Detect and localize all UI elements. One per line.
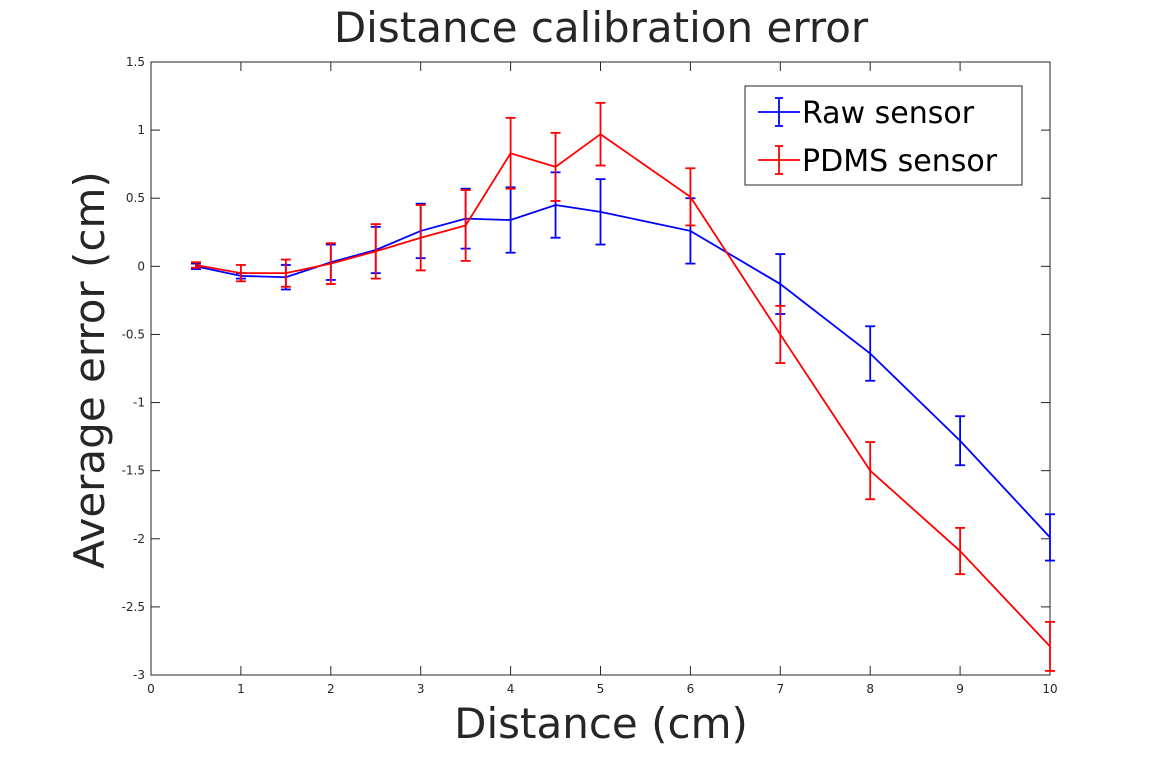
legend-box: [744, 85, 1023, 186]
error-bar: [1045, 513, 1055, 562]
x-tick-label: 9: [956, 682, 964, 696]
error-bar: [505, 116, 516, 190]
legend-label: Raw sensor: [802, 96, 975, 131]
legend-item: PDMS sensor: [758, 144, 998, 179]
error-bar: [955, 415, 966, 467]
series-layer: [190, 101, 1055, 672]
error-bar: [325, 242, 336, 285]
x-tick-label: 3: [417, 682, 425, 696]
error-bar: [955, 526, 966, 576]
y-axis-ticks: 1.5 1 0.5 0 -0.5 -1 -1.5 -2 -2.5 -3: [122, 55, 1050, 682]
y-tick-label: -2.5: [122, 600, 145, 614]
error-bar: [460, 189, 471, 262]
legend-label: PDMS sensor: [802, 144, 998, 179]
y-tick-label: -1.5: [122, 464, 145, 478]
y-tick-label: 1: [137, 123, 145, 137]
legend: Raw sensor PDMS sensor: [744, 85, 1023, 186]
x-axis-ticks: 0 1 2 3 4 5 6 7 8 9 10: [147, 62, 1058, 696]
error-bar: [595, 101, 606, 167]
y-tick-label: -3: [133, 668, 145, 682]
y-tick-label: -0.5: [122, 327, 145, 341]
x-tick-label: 4: [507, 682, 515, 696]
x-tick-label: 7: [776, 682, 784, 696]
error-bar: [370, 223, 381, 280]
error-bar: [280, 258, 291, 288]
x-tick-label: 5: [597, 682, 605, 696]
legend-items: Raw sensor PDMS sensor: [758, 96, 998, 179]
error-bar: [865, 325, 876, 382]
x-tick-label: 10: [1042, 682, 1057, 696]
error-bar: [1045, 620, 1055, 672]
y-tick-label: -1: [133, 396, 145, 410]
error-bar: [595, 178, 606, 246]
error-bar: [190, 261, 201, 269]
x-tick-label: 2: [327, 682, 335, 696]
x-tick-label: 0: [147, 682, 155, 696]
error-bar: [685, 167, 696, 227]
error-bar: [775, 304, 786, 364]
error-bar: [550, 131, 561, 202]
x-tick-label: 8: [866, 682, 874, 696]
x-tick-label: 6: [687, 682, 695, 696]
y-tick-label: 1.5: [126, 55, 145, 69]
legend-item: Raw sensor: [758, 96, 975, 131]
error-bar: [415, 204, 426, 272]
y-tick-label: 0: [137, 259, 145, 273]
series-pdms-sensor: [190, 101, 1055, 672]
y-tick-label: 0.5: [126, 191, 145, 205]
chart-title: Distance calibration error: [334, 3, 869, 52]
y-axis-label: Average error (cm): [65, 171, 114, 569]
x-axis-label: Distance (cm): [454, 699, 748, 748]
x-tick-label: 1: [237, 682, 245, 696]
error-bar: [865, 441, 876, 501]
error-bar: [235, 264, 246, 283]
y-tick-label: -2: [133, 532, 145, 546]
